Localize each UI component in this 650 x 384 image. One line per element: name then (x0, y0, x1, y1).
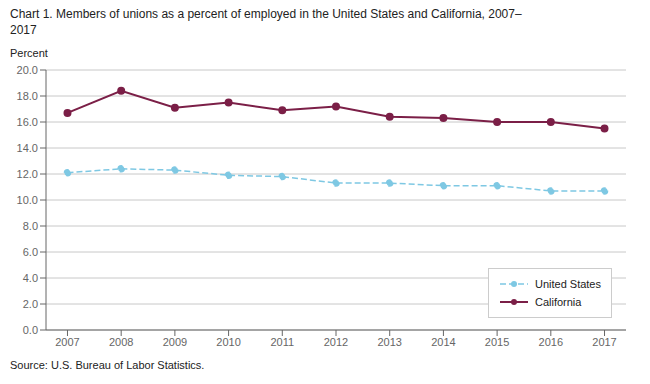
svg-text:2010: 2010 (216, 336, 240, 348)
svg-text:2007: 2007 (55, 336, 79, 348)
svg-text:2014: 2014 (431, 336, 455, 348)
svg-text:2.0: 2.0 (23, 298, 38, 310)
svg-text:2008: 2008 (109, 336, 133, 348)
svg-text:2009: 2009 (163, 336, 187, 348)
svg-text:2017: 2017 (592, 336, 616, 348)
html-text:Source: U.S. Bureau of Labor S: Source: U.S. Bureau of Labor Statistics. (10, 359, 205, 371)
svg-text:0.0: 0.0 (23, 324, 38, 336)
svg-text:6.0: 6.0 (23, 246, 38, 258)
svg-text:2012: 2012 (324, 336, 348, 348)
html-text:2017: 2017 (10, 23, 37, 37)
html-text:United States: United States (535, 278, 601, 290)
svg-text:8.0: 8.0 (23, 220, 38, 232)
svg-text:16.0: 16.0 (17, 116, 38, 128)
svg-text:18.0: 18.0 (17, 90, 38, 102)
svg-text:2015: 2015 (485, 336, 509, 348)
svg-text:12.0: 12.0 (17, 168, 38, 180)
svg-text:10.0: 10.0 (17, 194, 38, 206)
svg-text:2016: 2016 (539, 336, 563, 348)
svg-text:2013: 2013 (377, 336, 401, 348)
svg-text:20.0: 20.0 (17, 64, 38, 76)
html-text:California: California (535, 296, 582, 308)
html-text:Percent: Percent (10, 47, 48, 59)
svg-text:2011: 2011 (270, 336, 294, 348)
html-text:Chart 1. Members of unions as: Chart 1. Members of unions as a percent … (10, 7, 522, 21)
svg-text:4.0: 4.0 (23, 272, 38, 284)
svg-text:14.0: 14.0 (17, 142, 38, 154)
